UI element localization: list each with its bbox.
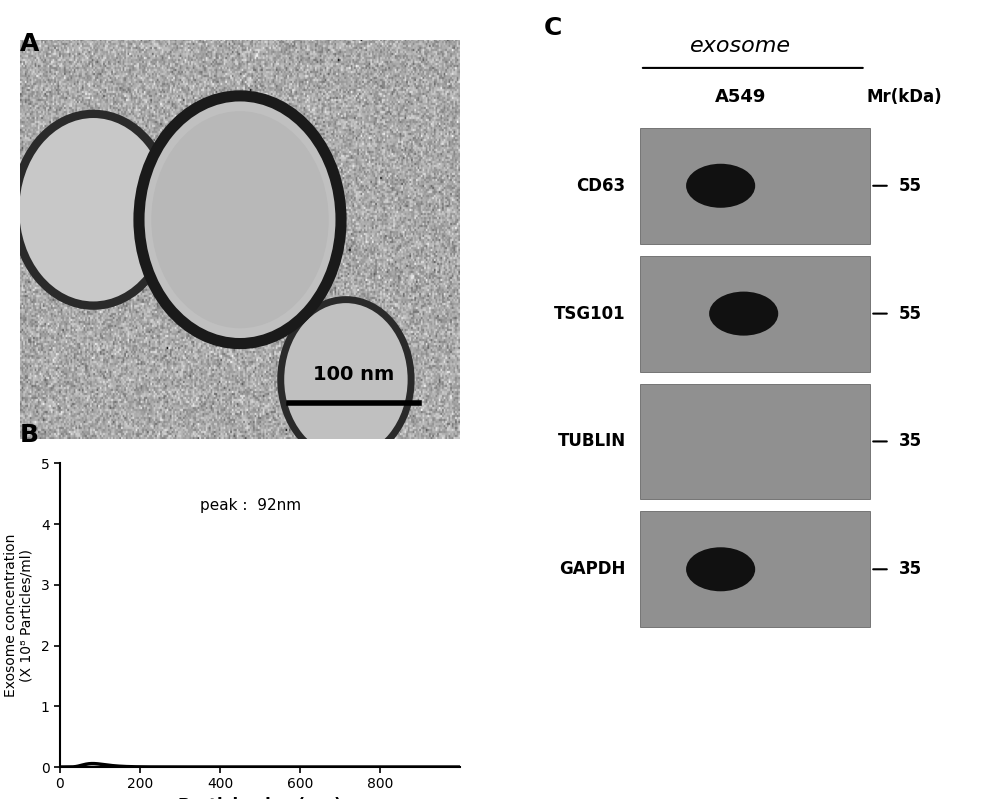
Text: peak :  92nm: peak : 92nm bbox=[200, 499, 301, 514]
Ellipse shape bbox=[686, 547, 755, 591]
Text: Mr(kDa): Mr(kDa) bbox=[866, 88, 942, 106]
Text: GAPDH: GAPDH bbox=[559, 560, 626, 578]
Text: 35: 35 bbox=[899, 560, 922, 578]
Circle shape bbox=[281, 300, 411, 459]
Text: 55: 55 bbox=[899, 177, 922, 195]
Text: exosome: exosome bbox=[690, 36, 791, 56]
Text: A: A bbox=[20, 32, 39, 56]
FancyBboxPatch shape bbox=[640, 256, 870, 372]
FancyBboxPatch shape bbox=[640, 384, 870, 499]
Text: B: B bbox=[20, 423, 39, 447]
Text: TSG101: TSG101 bbox=[554, 304, 626, 323]
Text: 55: 55 bbox=[899, 304, 922, 323]
Text: 100 nm: 100 nm bbox=[313, 364, 395, 384]
Circle shape bbox=[152, 112, 328, 328]
Text: A549: A549 bbox=[715, 88, 766, 106]
Text: CD63: CD63 bbox=[576, 177, 626, 195]
Circle shape bbox=[15, 113, 172, 305]
Text: C: C bbox=[544, 16, 562, 40]
Circle shape bbox=[139, 96, 341, 344]
FancyBboxPatch shape bbox=[640, 511, 870, 627]
Text: 35: 35 bbox=[899, 432, 922, 451]
Text: TUBLIN: TUBLIN bbox=[557, 432, 626, 451]
X-axis label: Particle size (nm): Particle size (nm) bbox=[178, 797, 342, 799]
Ellipse shape bbox=[709, 292, 778, 336]
Y-axis label: Exosome concentration
(X 10⁸ Particles/ml): Exosome concentration (X 10⁸ Particles/m… bbox=[4, 534, 34, 697]
FancyBboxPatch shape bbox=[640, 128, 870, 244]
Ellipse shape bbox=[686, 164, 755, 208]
